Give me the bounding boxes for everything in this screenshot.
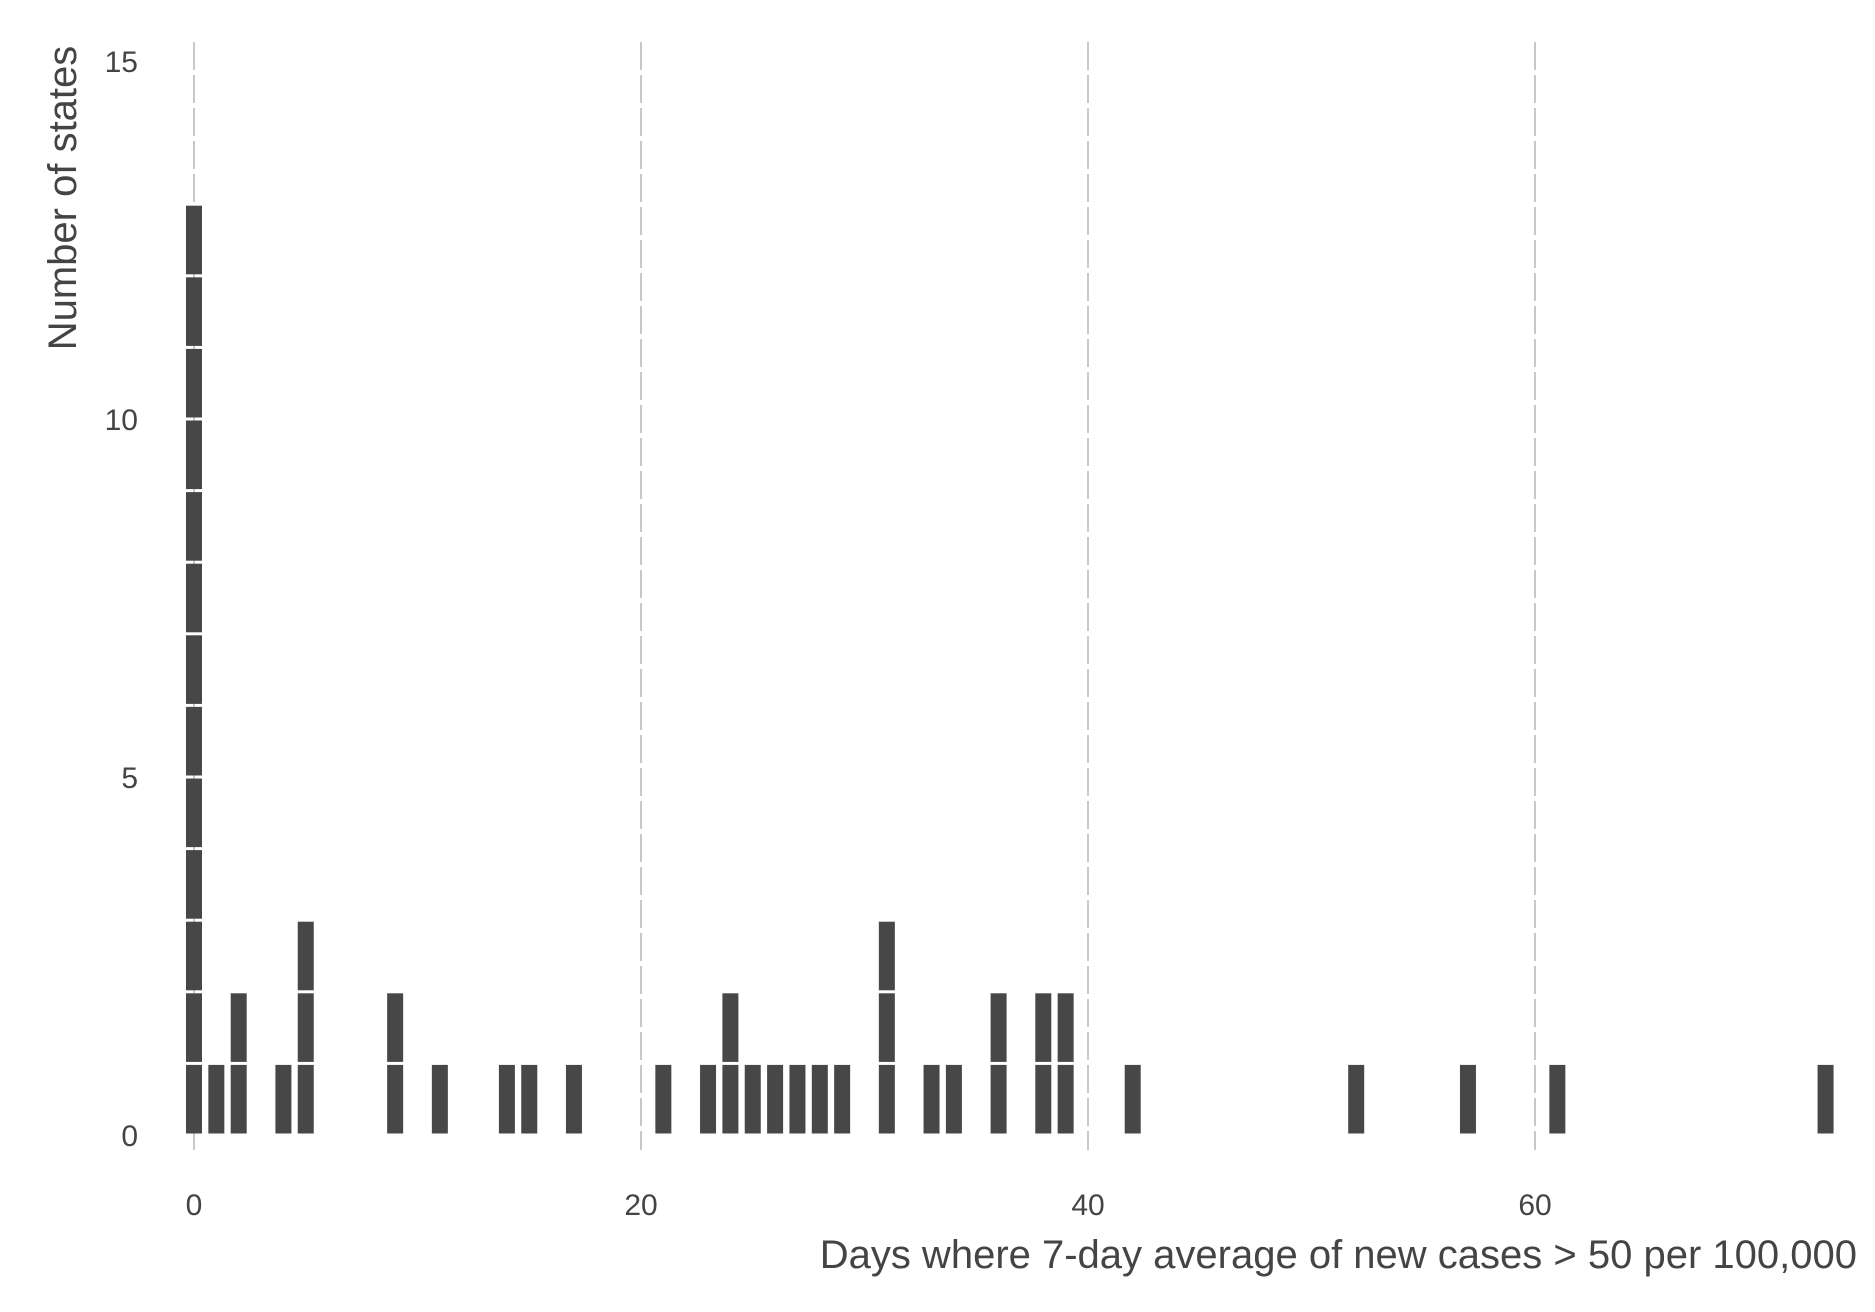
bar-x-52 (1348, 1064, 1365, 1134)
y-tick-labels: 0 5 10 15 (105, 46, 138, 1153)
bar-x-73 (1817, 1064, 1834, 1134)
bar-x-42-unit-1 (1124, 1064, 1141, 1134)
bar-x-29-unit-1 (834, 1064, 851, 1134)
bar-x-61 (1549, 1064, 1566, 1134)
x-axis-label: Days where 7-day average of new cases > … (820, 1233, 1857, 1277)
bar-x-57 (1459, 1064, 1476, 1134)
bar-x-0-unit-7 (186, 635, 202, 704)
bar-x-39 (1057, 993, 1074, 1134)
bar-x-38-unit-2 (1035, 993, 1052, 1062)
bar-x-4 (275, 1064, 292, 1134)
bar-x-14 (498, 1064, 515, 1134)
bar-x-24 (722, 993, 739, 1134)
bar-x-57-unit-1 (1459, 1064, 1476, 1134)
bar-x-27 (789, 1064, 806, 1134)
bar-x-11 (431, 1064, 448, 1134)
bar-x-0 (186, 205, 202, 1134)
bar-x-17 (565, 1064, 582, 1134)
bar-x-31-unit-2 (878, 993, 895, 1062)
bar-x-21-unit-1 (655, 1064, 672, 1134)
bar-x-0-unit-5 (186, 778, 202, 848)
bar-x-29 (834, 1064, 851, 1134)
bar-x-38 (1035, 993, 1052, 1134)
bar-x-17-unit-1 (565, 1064, 582, 1134)
bar-x-39-unit-2 (1057, 993, 1074, 1062)
bar-x-34 (945, 1064, 962, 1134)
bar-x-0-unit-12 (186, 277, 202, 346)
bar-x-25-unit-1 (744, 1064, 761, 1134)
bar-x-23 (700, 1064, 717, 1134)
x-tick-label-40: 40 (1071, 1189, 1104, 1222)
y-tick-label-15: 15 (105, 46, 138, 79)
bar-x-0-unit-10 (186, 420, 202, 490)
y-tick-label-10: 10 (105, 404, 138, 437)
bar-x-9-unit-2 (387, 993, 404, 1062)
bar-x-5-unit-1 (297, 1064, 314, 1134)
bar-x-52-unit-1 (1348, 1064, 1365, 1134)
bar-x-2-unit-2 (230, 993, 247, 1062)
y-tick-label-5: 5 (121, 762, 138, 795)
x-tick-label-20: 20 (624, 1189, 657, 1222)
bar-x-15 (521, 1064, 538, 1134)
y-axis-label: Number of states (41, 46, 85, 351)
bar-x-9-unit-1 (387, 1064, 404, 1134)
bar-x-0-unit-11 (186, 348, 202, 418)
bar-x-31 (878, 921, 895, 1134)
bar-x-1 (208, 1064, 225, 1134)
x-tick-label-60: 60 (1518, 1189, 1551, 1222)
bar-x-31-unit-1 (878, 1064, 895, 1134)
bar-x-0-unit-1 (186, 1064, 202, 1134)
bar-x-2 (230, 993, 247, 1134)
bar-x-24-unit-2 (722, 993, 739, 1062)
bars (186, 205, 1834, 1134)
bar-x-36-unit-2 (990, 993, 1007, 1062)
bar-x-26 (767, 1064, 784, 1134)
bar-x-38-unit-1 (1035, 1064, 1052, 1134)
bar-x-24-unit-1 (722, 1064, 739, 1134)
bar-x-0-unit-8 (186, 563, 202, 633)
bar-x-15-unit-1 (521, 1064, 538, 1134)
bar-x-1-unit-1 (208, 1064, 225, 1134)
bar-x-5 (297, 921, 314, 1134)
bar-x-5-unit-2 (297, 993, 314, 1062)
bar-x-21 (655, 1064, 672, 1134)
bar-x-4-unit-1 (275, 1064, 292, 1134)
bar-x-14-unit-1 (498, 1064, 515, 1134)
bar-x-33 (923, 1064, 940, 1134)
bar-x-9 (387, 993, 404, 1134)
bar-x-2-unit-1 (230, 1064, 247, 1134)
bar-x-31-unit-3 (878, 921, 895, 991)
bar-x-5-unit-3 (297, 921, 314, 991)
bar-x-0-unit-2 (186, 993, 202, 1062)
bar-x-0-unit-3 (186, 921, 202, 991)
bar-x-39-unit-1 (1057, 1064, 1074, 1134)
bar-x-34-unit-1 (945, 1064, 962, 1134)
bar-x-0-unit-4 (186, 850, 202, 919)
bar-x-73-unit-1 (1817, 1064, 1834, 1134)
x-tick-labels: 0 20 40 60 (186, 1189, 1552, 1222)
bar-x-23-unit-1 (700, 1064, 717, 1134)
bar-x-0-unit-13 (186, 205, 202, 275)
bar-x-27-unit-1 (789, 1064, 806, 1134)
bar-x-36 (990, 993, 1007, 1134)
x-tick-label-0: 0 (186, 1189, 203, 1222)
y-tick-label-0: 0 (121, 1120, 138, 1153)
bar-x-26-unit-1 (767, 1064, 784, 1134)
bar-x-36-unit-1 (990, 1064, 1007, 1134)
bar-x-0-unit-9 (186, 492, 202, 561)
bar-x-28-unit-1 (811, 1064, 828, 1134)
bar-x-11-unit-1 (431, 1064, 448, 1134)
bar-x-28 (811, 1064, 828, 1134)
x-gridlines (193, 42, 1536, 1150)
bar-x-33-unit-1 (923, 1064, 940, 1134)
bar-x-42 (1124, 1064, 1141, 1134)
bar-x-61-unit-1 (1549, 1064, 1566, 1134)
bar-x-25 (744, 1064, 761, 1134)
bar-x-0-unit-6 (186, 706, 202, 776)
